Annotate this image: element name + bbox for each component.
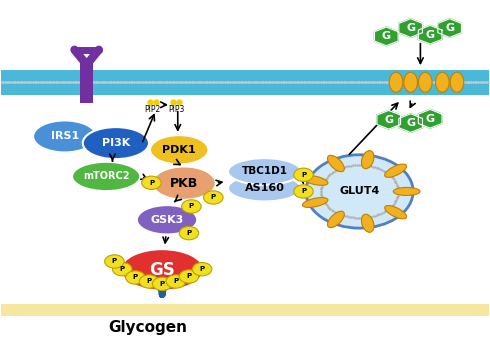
Polygon shape	[377, 111, 400, 129]
Circle shape	[179, 270, 199, 283]
Bar	[80, 62, 93, 103]
Circle shape	[105, 255, 124, 268]
Text: P: P	[301, 189, 306, 194]
Text: P: P	[147, 279, 151, 285]
Circle shape	[139, 275, 159, 288]
Circle shape	[113, 263, 132, 276]
Text: GS: GS	[149, 261, 175, 279]
Bar	[1, 70, 489, 95]
Circle shape	[125, 271, 145, 284]
Text: P: P	[211, 194, 216, 200]
Text: mTORC2: mTORC2	[83, 171, 129, 182]
Circle shape	[179, 226, 199, 240]
Ellipse shape	[327, 155, 344, 172]
Text: P: P	[133, 274, 138, 281]
Circle shape	[142, 176, 161, 190]
Ellipse shape	[362, 151, 374, 169]
Ellipse shape	[418, 72, 432, 92]
Text: TBC1D1: TBC1D1	[242, 166, 288, 176]
Text: G: G	[426, 30, 435, 40]
Circle shape	[294, 168, 313, 182]
Text: Glycogen: Glycogen	[108, 320, 187, 335]
Text: P: P	[149, 180, 154, 186]
Circle shape	[193, 263, 212, 276]
Ellipse shape	[152, 166, 216, 200]
Ellipse shape	[121, 249, 203, 290]
Polygon shape	[418, 110, 442, 128]
Ellipse shape	[385, 206, 407, 219]
Ellipse shape	[33, 120, 97, 152]
Text: P: P	[120, 266, 125, 272]
Text: G: G	[426, 114, 435, 124]
Text: G: G	[406, 118, 415, 128]
Text: GLUT4: GLUT4	[339, 187, 380, 196]
Polygon shape	[399, 114, 422, 132]
Ellipse shape	[436, 72, 449, 92]
Ellipse shape	[404, 72, 417, 92]
Ellipse shape	[72, 162, 140, 191]
Ellipse shape	[228, 175, 301, 201]
Ellipse shape	[302, 198, 328, 208]
Ellipse shape	[83, 127, 149, 159]
Text: PKB: PKB	[170, 177, 198, 190]
Circle shape	[166, 275, 186, 288]
Polygon shape	[418, 25, 442, 44]
Circle shape	[182, 200, 201, 213]
Text: PIP3: PIP3	[169, 105, 185, 115]
Ellipse shape	[150, 135, 208, 165]
Circle shape	[306, 155, 413, 228]
Ellipse shape	[302, 175, 328, 185]
Text: G: G	[384, 115, 393, 125]
Ellipse shape	[137, 205, 197, 235]
Text: PI3K: PI3K	[102, 138, 130, 148]
Text: G: G	[406, 23, 415, 33]
Bar	[1, 304, 489, 316]
Text: G: G	[382, 31, 391, 41]
Polygon shape	[438, 19, 462, 38]
Text: P: P	[112, 259, 117, 264]
Text: P: P	[160, 281, 165, 287]
Text: P: P	[199, 266, 205, 272]
Ellipse shape	[393, 187, 420, 195]
Text: P: P	[186, 273, 192, 280]
Text: PIP2: PIP2	[144, 105, 161, 115]
Polygon shape	[374, 27, 398, 46]
Ellipse shape	[228, 158, 301, 185]
Ellipse shape	[327, 211, 344, 227]
Text: P: P	[189, 203, 194, 210]
Ellipse shape	[389, 72, 403, 92]
Text: GSK3: GSK3	[150, 215, 184, 225]
Text: P: P	[173, 279, 178, 285]
Text: AS160: AS160	[245, 183, 284, 193]
Ellipse shape	[362, 214, 374, 232]
Ellipse shape	[385, 164, 407, 177]
Text: P: P	[186, 230, 192, 236]
Polygon shape	[399, 19, 422, 38]
Circle shape	[203, 191, 223, 204]
Text: G: G	[445, 23, 454, 33]
Ellipse shape	[450, 72, 464, 92]
Text: P: P	[301, 172, 306, 178]
Text: IRS1: IRS1	[50, 131, 79, 141]
Text: PDK1: PDK1	[162, 145, 196, 155]
Circle shape	[294, 185, 313, 198]
Circle shape	[152, 277, 172, 290]
